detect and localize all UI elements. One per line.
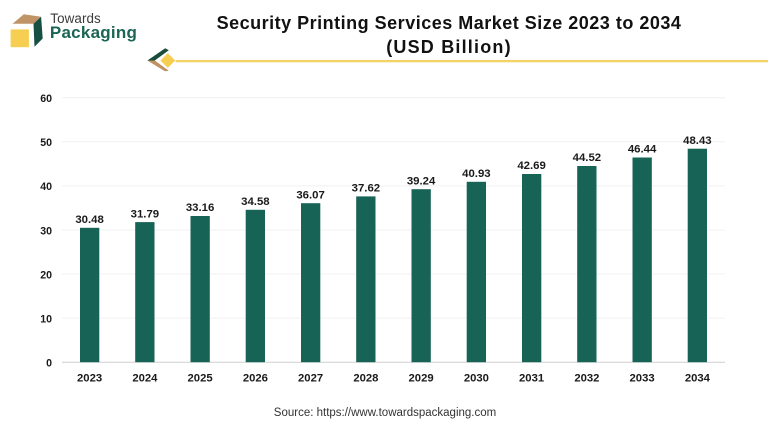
svg-text:40.93: 40.93 bbox=[462, 168, 491, 180]
svg-text:44.52: 44.52 bbox=[573, 152, 602, 164]
svg-text:40: 40 bbox=[40, 181, 52, 193]
svg-text:30.48: 30.48 bbox=[75, 214, 104, 226]
svg-text:10: 10 bbox=[40, 313, 52, 325]
svg-text:60: 60 bbox=[40, 93, 52, 105]
svg-text:20: 20 bbox=[40, 269, 52, 281]
svg-text:31.79: 31.79 bbox=[131, 208, 160, 220]
svg-text:2027: 2027 bbox=[298, 373, 323, 385]
svg-text:2029: 2029 bbox=[409, 373, 434, 385]
svg-text:2026: 2026 bbox=[243, 373, 268, 385]
svg-text:2032: 2032 bbox=[574, 373, 599, 385]
svg-text:0: 0 bbox=[46, 358, 52, 370]
svg-text:42.69: 42.69 bbox=[517, 160, 546, 172]
svg-text:34.58: 34.58 bbox=[241, 196, 270, 208]
svg-text:2031: 2031 bbox=[519, 373, 544, 385]
svg-text:46.44: 46.44 bbox=[628, 144, 657, 156]
svg-text:37.62: 37.62 bbox=[352, 183, 381, 195]
svg-text:30: 30 bbox=[40, 225, 52, 237]
svg-text:39.24: 39.24 bbox=[407, 175, 436, 187]
svg-text:2030: 2030 bbox=[464, 373, 489, 385]
svg-text:2034: 2034 bbox=[685, 373, 711, 385]
svg-text:2024: 2024 bbox=[132, 373, 158, 385]
svg-text:50: 50 bbox=[40, 137, 52, 149]
svg-text:33.16: 33.16 bbox=[186, 202, 215, 214]
svg-text:36.07: 36.07 bbox=[296, 189, 325, 201]
svg-text:48.43: 48.43 bbox=[683, 135, 712, 147]
svg-text:2033: 2033 bbox=[630, 373, 655, 385]
svg-text:2023: 2023 bbox=[77, 373, 102, 385]
svg-text:2028: 2028 bbox=[353, 373, 378, 385]
svg-text:2025: 2025 bbox=[188, 373, 213, 385]
